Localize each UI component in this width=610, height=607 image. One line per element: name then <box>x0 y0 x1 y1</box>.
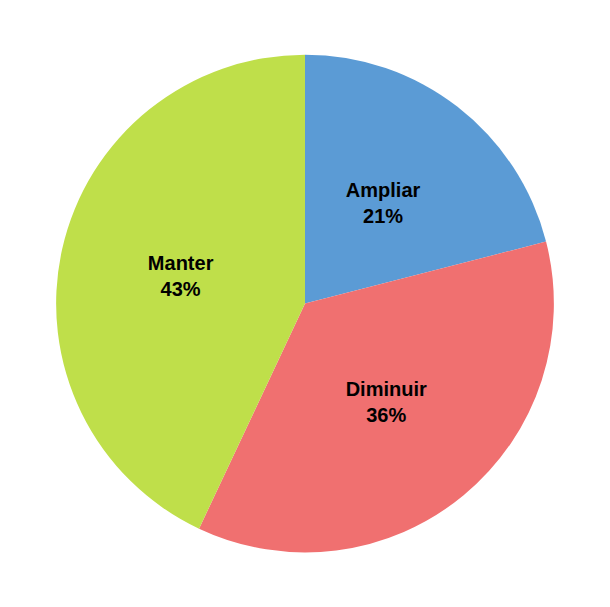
svg-text:Manter: Manter <box>148 252 214 274</box>
svg-text:Ampliar: Ampliar <box>346 179 421 201</box>
svg-text:Diminuir: Diminuir <box>346 378 427 400</box>
svg-text:21%: 21% <box>363 205 403 227</box>
svg-text:36%: 36% <box>366 404 406 426</box>
svg-text:43%: 43% <box>161 278 201 300</box>
